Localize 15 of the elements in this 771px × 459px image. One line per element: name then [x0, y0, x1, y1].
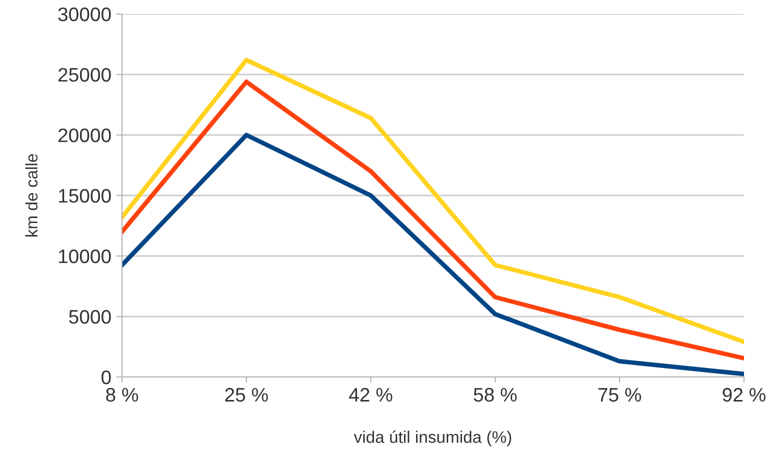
- y-tick-label: 25000: [58, 68, 111, 82]
- y-tick-label: 5000: [69, 310, 111, 324]
- y-tick-label: 20000: [58, 128, 111, 142]
- y-tick-label: 10000: [59, 249, 111, 264]
- y-tick-label: 0: [102, 370, 111, 384]
- x-tick-label: 25 %: [225, 388, 268, 402]
- x-tick-label: 92 %: [722, 388, 766, 402]
- x-tick-label: 8 %: [106, 388, 138, 402]
- x-tick-label: 42 %: [349, 388, 392, 402]
- x-tick-label: 75 %: [598, 388, 642, 402]
- x-axis-title: vida útil insumida (%): [354, 430, 512, 446]
- y-tick-label: 30000: [58, 7, 111, 22]
- y-axis-title: km de calle: [25, 154, 38, 237]
- y-tick-label: 15000: [59, 188, 111, 203]
- x-tick-label: 58 %: [474, 388, 517, 402]
